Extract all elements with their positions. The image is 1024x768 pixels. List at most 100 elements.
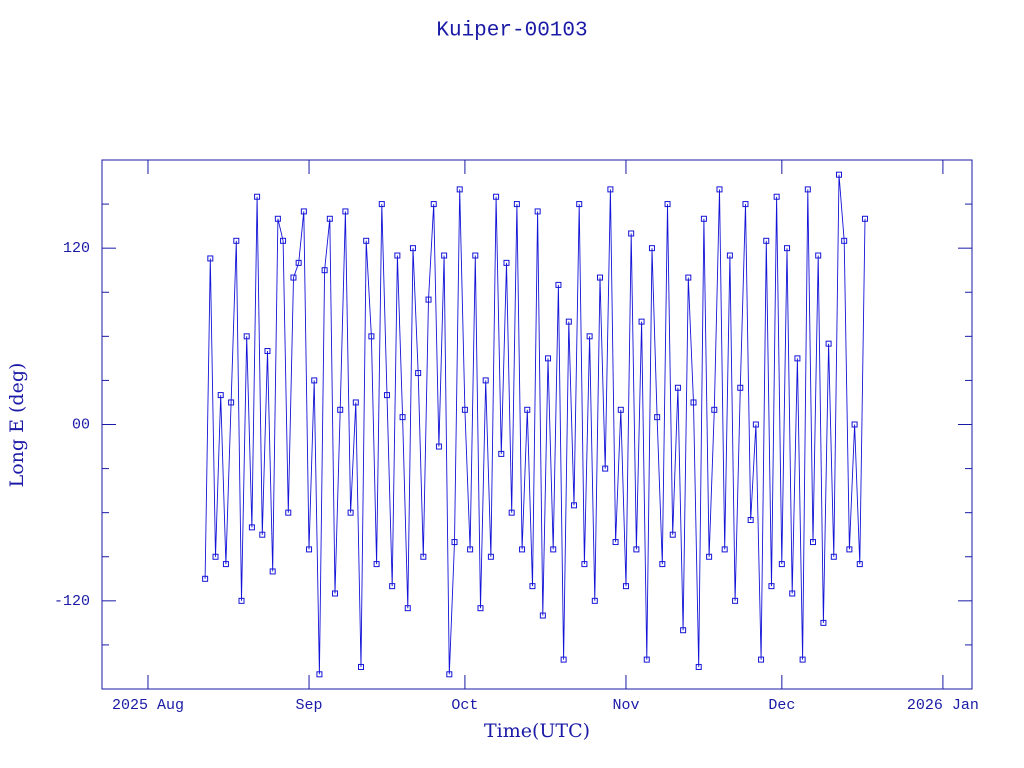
data-point — [742, 201, 749, 208]
data-point — [441, 252, 448, 259]
data-point — [794, 355, 801, 362]
data-point — [830, 553, 837, 560]
data-point — [752, 421, 759, 428]
data-point — [825, 340, 832, 347]
x-tick-label: 2026 Jan — [907, 697, 979, 714]
data-point — [856, 561, 863, 568]
data-point — [835, 171, 842, 178]
x-tick-label: Sep — [296, 697, 323, 714]
data-point — [633, 546, 640, 553]
data-point — [664, 201, 671, 208]
data-point — [238, 597, 245, 604]
data-point — [545, 355, 552, 362]
data-point — [212, 553, 219, 560]
data-point — [409, 245, 416, 252]
chart-title: Kuiper-00103 — [436, 20, 587, 43]
data-point — [503, 259, 510, 266]
x-axis-label: Time(UTC) — [484, 720, 590, 742]
data-point — [524, 406, 531, 413]
data-point — [711, 406, 718, 413]
data-point — [706, 553, 713, 560]
data-point — [576, 201, 583, 208]
data-point — [435, 443, 442, 450]
data-point — [430, 201, 437, 208]
data-point — [565, 318, 572, 325]
data-point — [373, 561, 380, 568]
data-point — [648, 245, 655, 252]
data-point — [784, 245, 791, 252]
data-point — [674, 384, 681, 391]
data-point — [228, 399, 235, 406]
data-point — [685, 274, 692, 281]
data-point — [295, 259, 302, 266]
data-point — [607, 186, 614, 193]
data-point — [311, 377, 318, 384]
data-point — [612, 539, 619, 546]
data-point — [804, 186, 811, 193]
data-point — [316, 671, 323, 678]
data-point — [789, 590, 796, 597]
data-point — [378, 201, 385, 208]
data-point — [529, 583, 536, 590]
data-point — [467, 546, 474, 553]
data-point — [643, 656, 650, 663]
data-point — [768, 583, 775, 590]
data-point — [383, 392, 390, 399]
data-point — [357, 663, 364, 670]
data-point — [628, 230, 635, 237]
data-point — [815, 252, 822, 259]
data-point — [555, 281, 562, 288]
data-point — [726, 252, 733, 259]
data-point — [337, 406, 344, 413]
plot-area — [202, 171, 868, 678]
x-tick-label: Dec — [768, 697, 795, 714]
data-point — [810, 539, 817, 546]
data-point — [493, 193, 500, 200]
data-point — [591, 597, 598, 604]
data-point — [851, 421, 858, 428]
data-point — [342, 208, 349, 215]
data-point — [352, 399, 359, 406]
data-point — [332, 590, 339, 597]
data-point — [280, 237, 287, 244]
data-point — [716, 186, 723, 193]
y-axis-label: Long E (deg) — [6, 363, 28, 488]
data-point — [778, 561, 785, 568]
data-point — [519, 546, 526, 553]
x-tick-label: Nov — [612, 697, 639, 714]
data-point — [487, 553, 494, 560]
data-point — [638, 318, 645, 325]
y-tick-label: 00 — [72, 416, 90, 433]
y-tick-label: 120 — [63, 240, 90, 257]
data-point — [222, 561, 229, 568]
data-point — [622, 583, 629, 590]
y-tick-label: -120 — [54, 593, 90, 610]
data-point — [243, 333, 250, 340]
data-point — [560, 656, 567, 663]
data-point — [285, 509, 292, 516]
data-point — [202, 575, 209, 582]
data-point — [820, 619, 827, 626]
data-point — [539, 612, 546, 619]
x-tick-label: Oct — [451, 697, 478, 714]
data-point — [861, 215, 868, 222]
data-point — [217, 392, 224, 399]
data-point — [773, 193, 780, 200]
data-point — [207, 255, 214, 262]
data-point — [363, 237, 370, 244]
data-point — [799, 656, 806, 663]
data-point — [264, 348, 271, 355]
data-point — [596, 274, 603, 281]
data-point — [482, 377, 489, 384]
data-point — [326, 215, 333, 222]
data-point — [654, 414, 661, 421]
data-point — [498, 450, 505, 457]
data-point — [690, 399, 697, 406]
x-tick-label: 2025 Aug — [112, 697, 184, 714]
data-point — [321, 267, 328, 274]
data-point — [508, 509, 515, 516]
data-point — [602, 465, 609, 472]
data-point — [347, 509, 354, 516]
data-point — [586, 333, 593, 340]
